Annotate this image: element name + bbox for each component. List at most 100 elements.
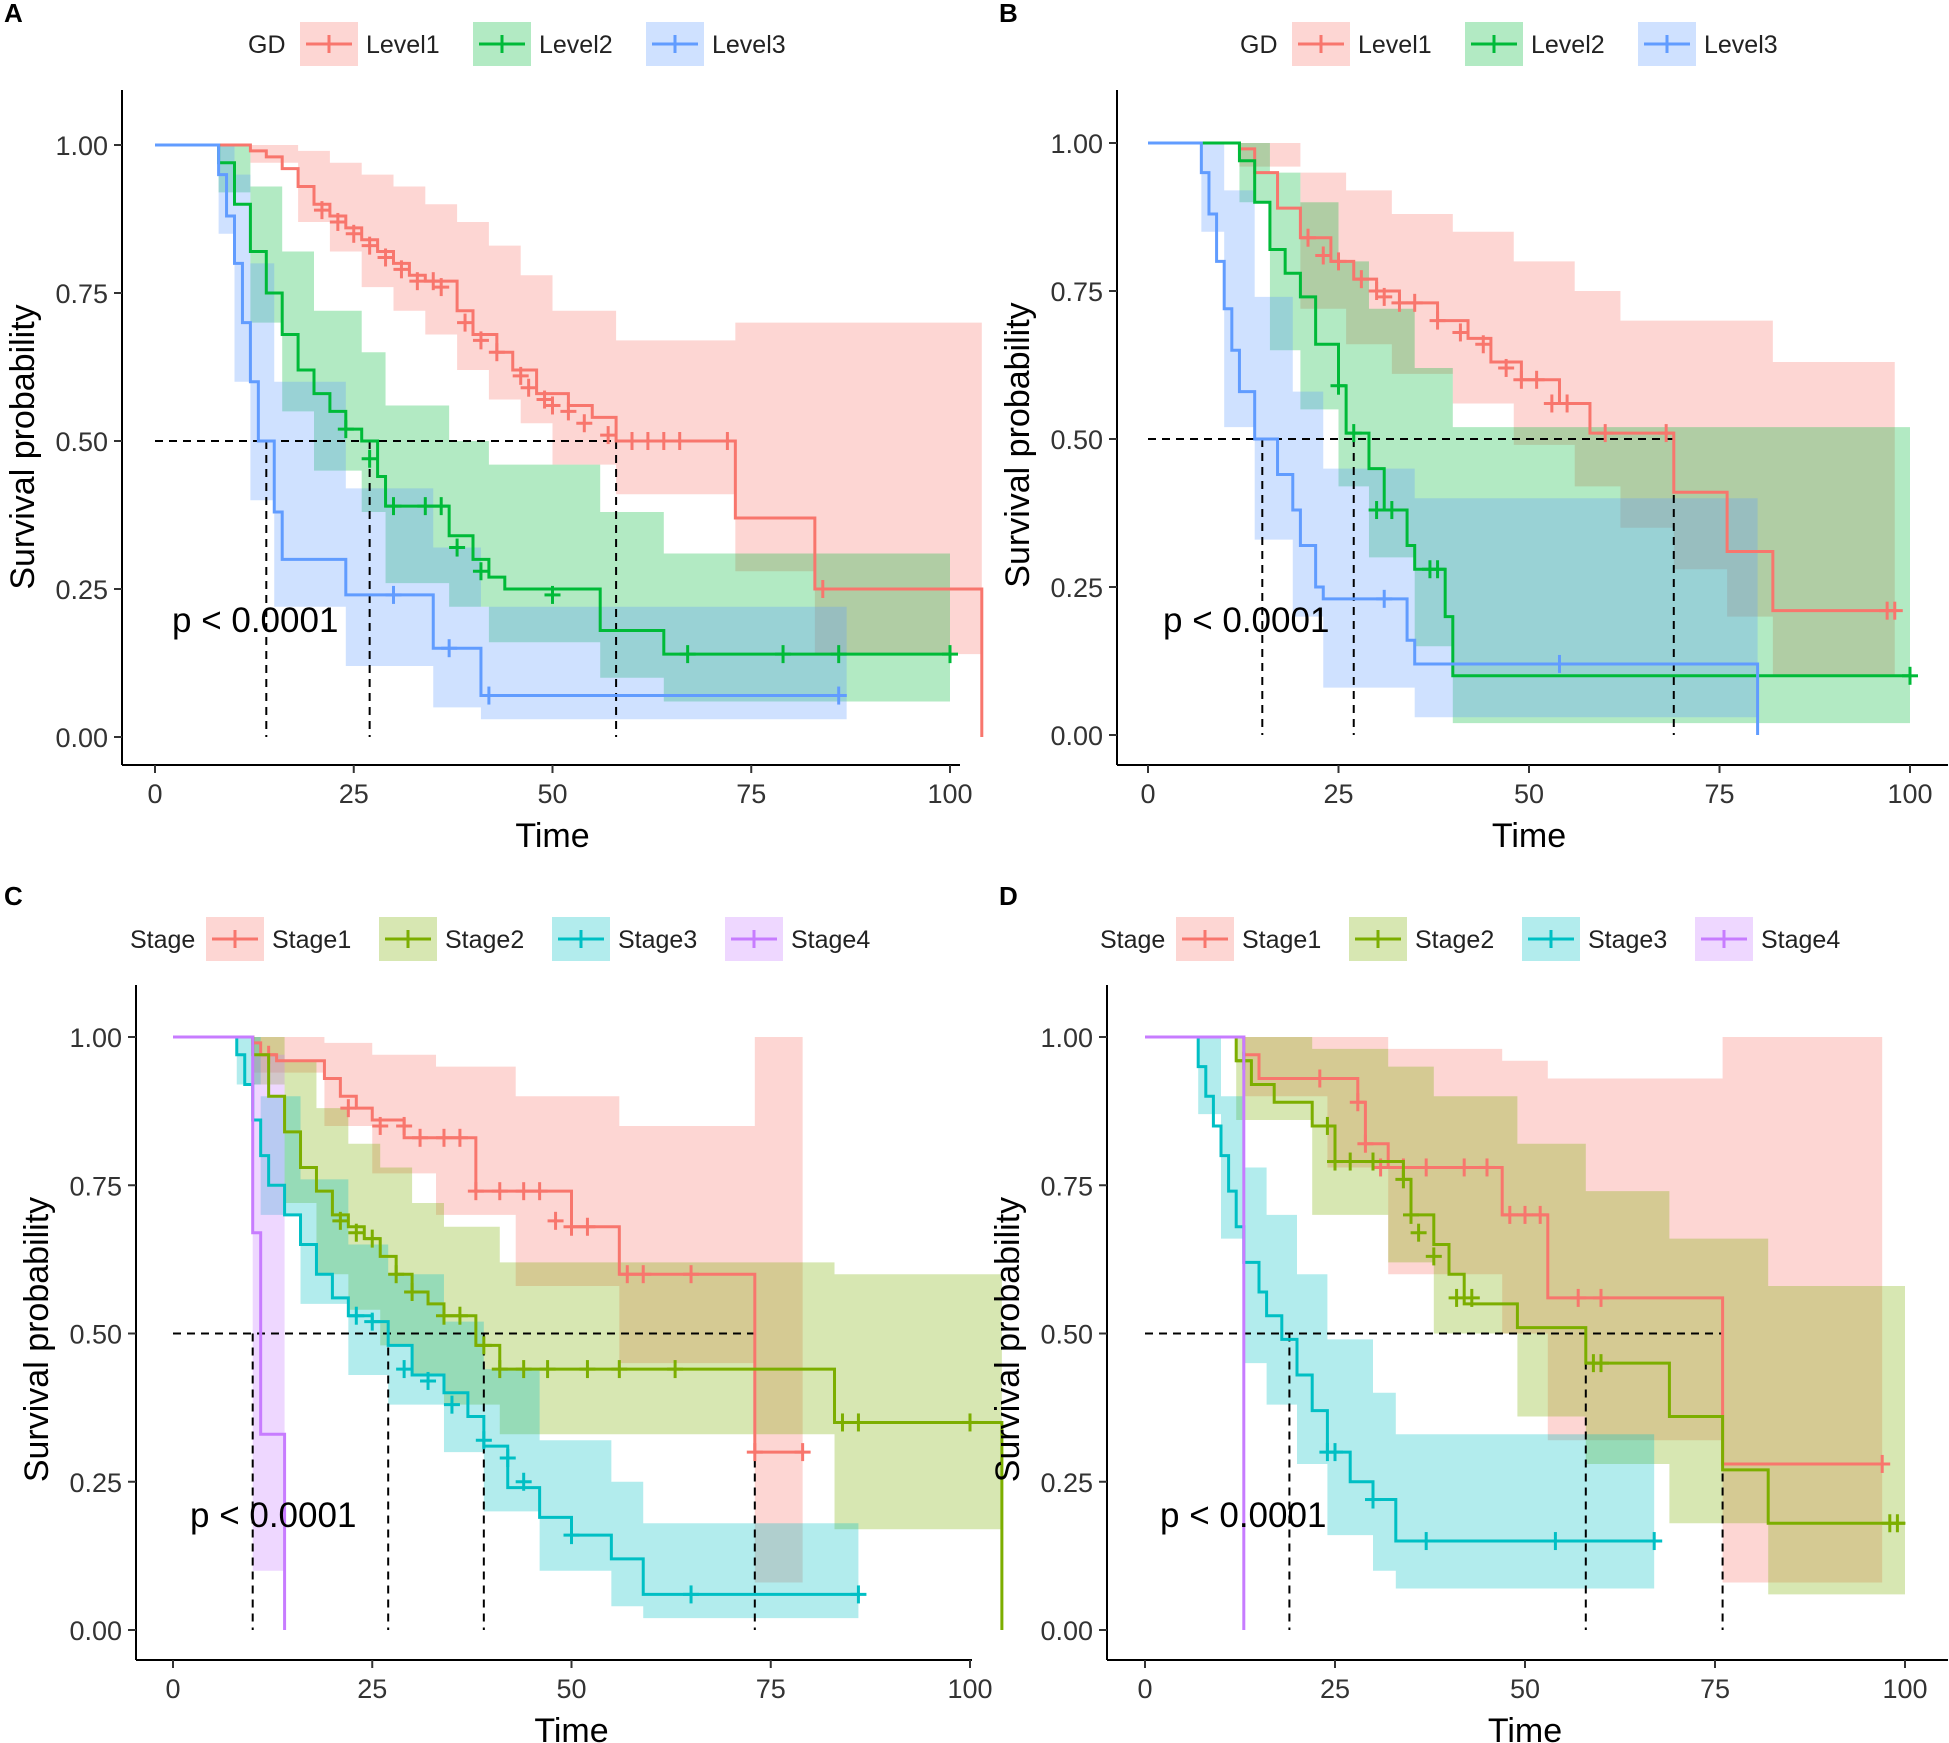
censor-mark xyxy=(850,1585,867,1604)
censor-mark xyxy=(539,1360,556,1379)
legend-label: Stage4 xyxy=(791,926,870,954)
legend: Stage Stage1 Stage2 Stage3 Stage4 xyxy=(1100,917,1840,961)
legend: GD Level1 Level2 Level3 xyxy=(248,22,786,66)
censor-mark xyxy=(1376,589,1393,608)
censor-mark xyxy=(579,1360,596,1379)
censor-mark xyxy=(635,1265,652,1284)
x-tick-label: 100 xyxy=(1882,1674,1927,1704)
x-axis-title: Time xyxy=(1492,817,1566,855)
censor-mark xyxy=(830,645,847,664)
median-lines xyxy=(155,440,618,737)
ci-band-stage4 xyxy=(173,1037,285,1630)
legend-label: Stage1 xyxy=(272,926,351,954)
p-value: p < 0.0001 xyxy=(1160,1496,1326,1535)
censor-mark xyxy=(1330,252,1347,271)
legend-label: Level2 xyxy=(1531,31,1605,59)
censor-mark xyxy=(683,1265,700,1284)
censor-mark xyxy=(393,260,410,279)
censor-mark xyxy=(475,1431,492,1450)
x-tick-label: 100 xyxy=(927,779,972,809)
censor-mark xyxy=(1513,370,1530,389)
y-tick-label: 0.00 xyxy=(55,723,108,753)
censor-mark xyxy=(451,1128,468,1147)
censor-mark xyxy=(348,1223,365,1242)
legend-key-stage1 xyxy=(206,917,264,961)
y-tick-label: 0.75 xyxy=(55,279,108,309)
legend-label: Stage4 xyxy=(1761,926,1840,954)
censor-mark xyxy=(396,1360,413,1379)
legend-title: GD xyxy=(248,31,286,59)
y-axis-title: Survival probability xyxy=(4,304,42,589)
censor-mark xyxy=(1311,1069,1328,1088)
ci-band-stage1 xyxy=(173,1037,803,1583)
censor-mark xyxy=(1528,370,1545,389)
x-axis-title: Time xyxy=(534,1712,608,1743)
legend-key-stage4 xyxy=(725,917,783,961)
ci-band-level2 xyxy=(155,145,950,702)
censor-mark xyxy=(1357,1134,1374,1153)
censor-mark xyxy=(1448,1288,1465,1307)
y-tick-label: 1.00 xyxy=(69,1023,122,1053)
panel-a: A GD Level1 Level2 Level3 0.00 0.25 0.50 0.75 1.0… xyxy=(4,0,984,855)
p-value: p < 0.0001 xyxy=(172,601,338,640)
x-tick-label: 100 xyxy=(1887,779,1932,809)
censor-mark xyxy=(1403,1205,1419,1224)
censor-mark xyxy=(433,497,450,516)
censor-mark xyxy=(560,402,577,421)
censor-mark xyxy=(1452,323,1469,342)
ci-band-level2 xyxy=(1148,143,1910,724)
panel-letter: B xyxy=(999,0,1018,28)
censor-mark xyxy=(457,313,474,332)
survival-curve-stage1 xyxy=(1145,1035,1883,1466)
censor-mark xyxy=(361,236,378,255)
y-tick-label: 0.00 xyxy=(69,1616,122,1646)
legend-key-stage1 xyxy=(1176,917,1234,961)
censor-mark xyxy=(544,396,561,415)
y-tick-label: 0.50 xyxy=(55,427,108,457)
legend-key-level3 xyxy=(1638,22,1696,66)
censor-mark xyxy=(1463,1288,1480,1307)
censor-mark xyxy=(337,420,354,439)
censor-mark xyxy=(544,585,561,604)
legend-title: GD xyxy=(1240,31,1278,59)
censor-mark xyxy=(746,1443,763,1462)
censor-mark xyxy=(1570,1288,1587,1307)
legend-key-stage2 xyxy=(1349,917,1407,961)
censor-mark xyxy=(1349,1093,1366,1112)
censor-mark xyxy=(1532,1205,1549,1224)
ci-band-stage3 xyxy=(173,1037,859,1619)
censor-mark xyxy=(1658,424,1675,443)
censor-mark xyxy=(1383,501,1400,520)
x-tick-label: 0 xyxy=(165,1674,180,1704)
censor-mark xyxy=(1410,1223,1427,1242)
ci-band-stage2 xyxy=(173,1037,1002,1630)
legend-label: Level3 xyxy=(712,31,786,59)
y-axis-title: Survival probability xyxy=(989,1197,1027,1482)
ci-band-stage1 xyxy=(1145,1037,1883,1583)
y-tick-label: 0.50 xyxy=(1040,1320,1093,1350)
ci-band-level1 xyxy=(1148,143,1895,676)
survival-curve-level3 xyxy=(1148,141,1760,735)
legend-label: Stage1 xyxy=(1242,926,1321,954)
x-tick-label: 50 xyxy=(1510,1674,1540,1704)
censor-mark xyxy=(671,432,688,450)
censor-mark xyxy=(1501,1205,1518,1224)
censor-mark xyxy=(361,449,378,468)
y-tick-label: 0.00 xyxy=(1050,721,1103,751)
censor-mark xyxy=(1543,394,1560,413)
censor-mark xyxy=(1886,601,1903,620)
censor-mark xyxy=(1345,424,1362,443)
censor-mark xyxy=(1593,1354,1609,1373)
censor-mark xyxy=(340,1099,357,1118)
censor-mark xyxy=(443,1395,460,1414)
censor-mark xyxy=(488,343,505,362)
censor-mark xyxy=(531,1182,548,1201)
legend: Stage Stage1 Stage2 Stage3 Stage4 xyxy=(130,917,870,961)
y-tick-label: 0.75 xyxy=(1040,1171,1093,1201)
censor-mark xyxy=(1429,560,1446,579)
censor-mark xyxy=(619,1265,636,1284)
censor-mark xyxy=(372,1116,389,1135)
censor-mark xyxy=(1376,287,1393,306)
ci-band-level3 xyxy=(155,145,847,720)
censor-mark xyxy=(1418,1158,1435,1177)
